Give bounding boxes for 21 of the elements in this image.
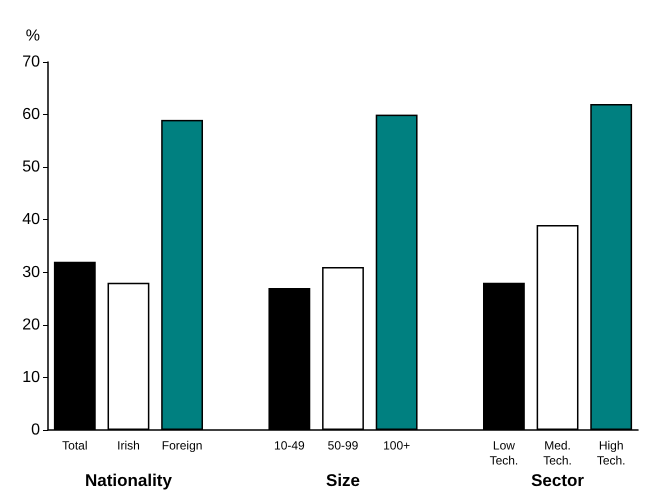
y-tick-label: 30 — [22, 264, 40, 281]
x-tick-label: Irish — [117, 438, 140, 452]
y-tick-label: 70 — [22, 54, 40, 70]
text: Sector — [531, 471, 584, 490]
y-tick-label: 50 — [22, 158, 40, 176]
x-tick-label: 10-49 — [274, 438, 306, 452]
x-tick-label: Foreign — [162, 438, 202, 452]
x-tick-label: 50-99 — [328, 438, 359, 452]
text: Size — [326, 471, 360, 490]
y-tick-label: 0 — [31, 422, 40, 438]
x-tick-label: High Tech. — [596, 438, 626, 468]
x-tick-label: Total — [62, 438, 88, 452]
x-tick-label: Low Tech. — [490, 438, 518, 468]
x-tick-label: 100+ — [383, 438, 410, 452]
y-tick-label: 60 — [22, 106, 40, 124]
y-axis-title: % — [26, 28, 40, 44]
x-tick-label: Med. Tech. — [543, 438, 572, 468]
text: Nationality — [85, 471, 172, 490]
y-tick-label: 10 — [22, 368, 40, 386]
y-tick-label: 20 — [22, 316, 40, 334]
y-tick-label: 40 — [22, 211, 40, 228]
